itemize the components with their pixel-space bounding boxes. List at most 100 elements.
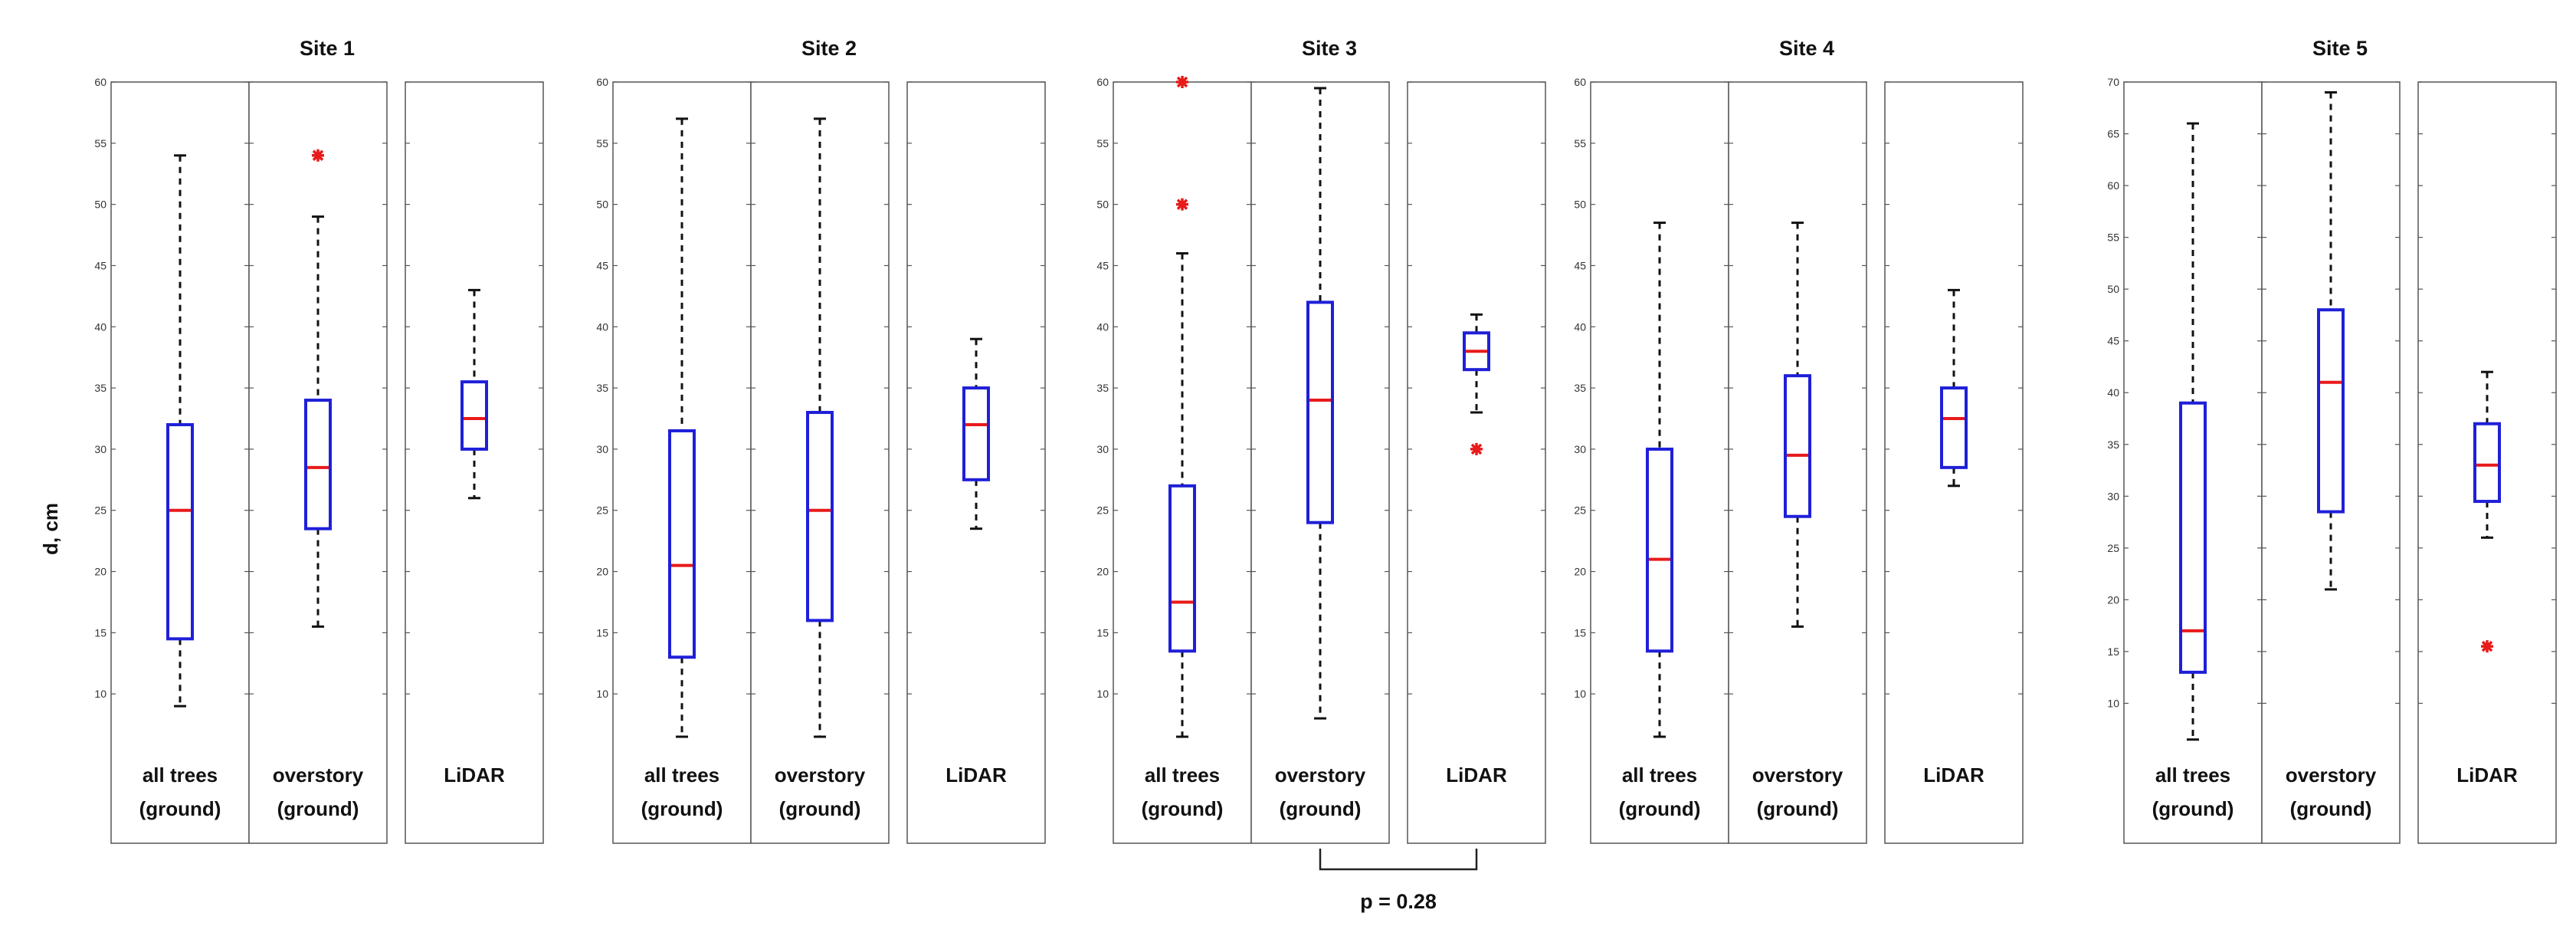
panel-frame (248, 81, 388, 844)
y-tick-label: 25 (94, 504, 107, 517)
y-tick-label: 20 (94, 566, 107, 578)
y-tick-label: 25 (596, 504, 608, 517)
category-label: (ground) (1142, 797, 1224, 820)
iqr-box (1646, 447, 1673, 653)
category-label: (ground) (1619, 797, 1701, 820)
y-tick-label: 25 (2107, 542, 2119, 554)
iqr-box (166, 422, 194, 641)
p-value-label: p = 0.28 (1360, 890, 1437, 913)
y-tick-label: 55 (94, 137, 107, 149)
y-tick-label: 20 (1574, 566, 1586, 578)
category-label: overstory (775, 764, 866, 787)
outlier-point (1176, 198, 1188, 211)
y-tick-label: 15 (2107, 645, 2119, 658)
y-tick-label: 65 (2107, 128, 2119, 140)
panel-frame (1728, 81, 1867, 844)
y-tick-label: 10 (1574, 688, 1586, 700)
site-title: Site 3 (1302, 37, 1357, 60)
category-label: all trees (2155, 764, 2230, 787)
site-title: Site 4 (1779, 37, 1834, 60)
iqr-box (1463, 331, 1490, 372)
y-tick-label: 45 (2107, 335, 2119, 347)
y-tick-label: 30 (94, 443, 107, 455)
y-tick-label: 10 (2107, 697, 2119, 709)
y-tick-label: 45 (94, 259, 107, 271)
y-tick-label: 55 (1574, 137, 1586, 149)
y-tick-label: 30 (1096, 443, 1109, 455)
iqr-box (1306, 301, 1334, 524)
y-tick-label: 30 (2107, 490, 2119, 502)
category-label: overstory (1275, 764, 1366, 787)
comparison-bracket (1319, 849, 1478, 871)
category-label: all trees (143, 764, 218, 787)
y-tick-label: 45 (1096, 259, 1109, 271)
y-tick-label: 55 (596, 137, 608, 149)
category-label: (ground) (1757, 797, 1839, 820)
y-tick-label: 15 (1574, 626, 1586, 639)
y-tick-label: 45 (596, 259, 608, 271)
iqr-box (962, 386, 990, 481)
y-tick-label: 60 (1096, 76, 1109, 88)
y-tick-label: 10 (1096, 688, 1109, 700)
y-tick-label: 45 (1574, 259, 1586, 271)
y-tick-label: 35 (1574, 382, 1586, 394)
y-tick-label: 60 (596, 76, 608, 88)
y-tick-label: 10 (94, 688, 107, 700)
panel-frame (1884, 81, 2024, 844)
category-label: LiDAR (2456, 764, 2518, 787)
y-tick-label: 20 (2107, 593, 2119, 606)
outlier-point (2481, 640, 2493, 653)
y-tick-label: 50 (596, 199, 608, 211)
iqr-box (460, 380, 488, 451)
category-label: (ground) (641, 797, 723, 820)
y-tick-label: 40 (2107, 386, 2119, 399)
category-label: (ground) (139, 797, 221, 820)
category-label: (ground) (2290, 797, 2372, 820)
y-tick-label: 20 (596, 566, 608, 578)
iqr-box (1168, 484, 1196, 653)
iqr-box (806, 411, 834, 622)
y-tick-label: 35 (1096, 382, 1109, 394)
outlier-point (1470, 442, 1483, 455)
iqr-box (668, 429, 696, 659)
y-tick-label: 40 (1574, 320, 1586, 333)
y-tick-label: 50 (1574, 199, 1586, 211)
panel-frame (1407, 81, 1546, 844)
category-label: LiDAR (1923, 764, 1984, 787)
iqr-box (1940, 386, 1968, 469)
y-tick-label: 50 (94, 199, 107, 211)
y-tick-label: 25 (1096, 504, 1109, 517)
category-label: overstory (2286, 764, 2377, 787)
category-label: all trees (1622, 764, 1697, 787)
iqr-box (2317, 308, 2345, 514)
y-tick-label: 20 (1096, 566, 1109, 578)
y-tick-label: 35 (94, 382, 107, 394)
y-axis-label: d, cm (39, 503, 62, 555)
y-tick-label: 30 (596, 443, 608, 455)
y-tick-label: 50 (2107, 283, 2119, 295)
site-title: Site 5 (2312, 37, 2368, 60)
iqr-box (304, 399, 332, 530)
category-label: overstory (1752, 764, 1844, 787)
y-tick-label: 70 (2107, 76, 2119, 88)
panel-frame (2417, 81, 2557, 844)
panel-frame (1590, 81, 1729, 844)
category-label: LiDAR (444, 764, 505, 787)
panel-frame (110, 81, 250, 844)
y-tick-label: 60 (1574, 76, 1586, 88)
outlier-point (1176, 76, 1188, 88)
y-tick-label: 35 (596, 382, 608, 394)
y-tick-label: 60 (94, 76, 107, 88)
y-tick-label: 15 (94, 626, 107, 639)
iqr-box (1784, 374, 1811, 518)
category-label: overstory (273, 764, 364, 787)
site-title: Site 1 (300, 37, 355, 60)
iqr-box (2179, 401, 2207, 674)
y-tick-label: 25 (1574, 504, 1586, 517)
y-tick-label: 30 (1574, 443, 1586, 455)
category-label: (ground) (2152, 797, 2234, 820)
y-tick-label: 15 (1096, 626, 1109, 639)
y-tick-label: 40 (596, 320, 608, 333)
panel-frame (906, 81, 1046, 844)
y-tick-label: 10 (596, 688, 608, 700)
